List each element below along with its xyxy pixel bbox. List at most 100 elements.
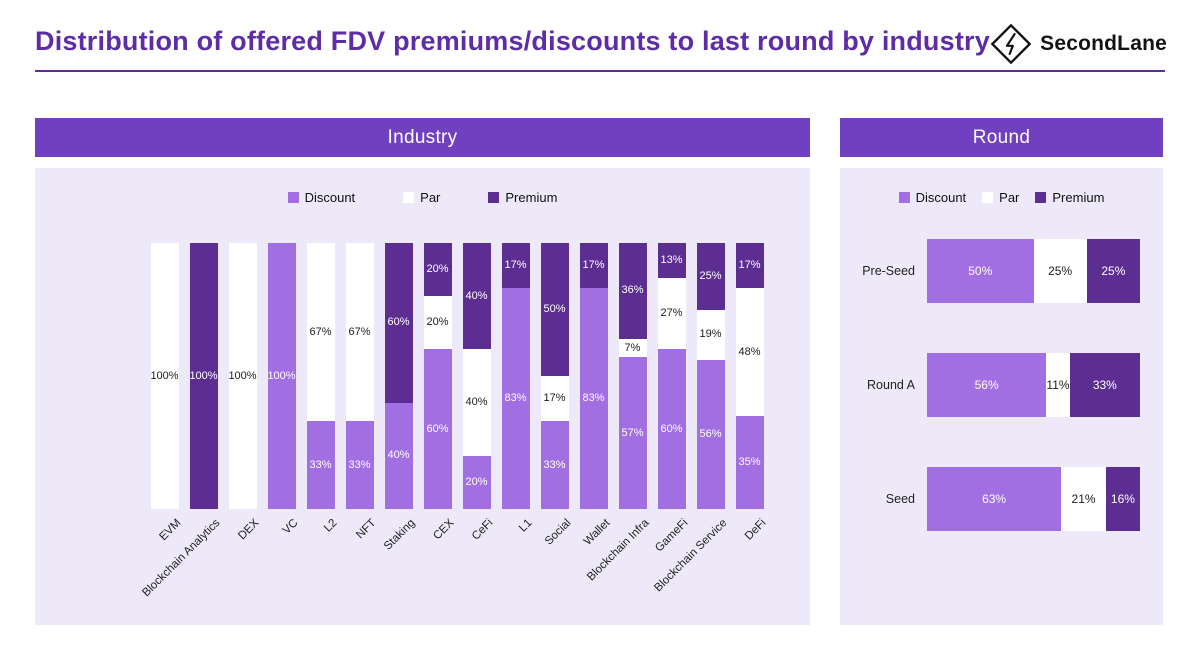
discount-segment: 63%: [927, 467, 1062, 531]
industry-bar-column: 40% 60% Staking: [379, 243, 418, 553]
industry-bar-column: 100% EVM: [145, 243, 184, 543]
round-category-label: Pre-Seed: [862, 264, 915, 278]
stacked-bar: 100%: [189, 243, 218, 509]
industry-bar-column: 33% 67% L2: [301, 243, 340, 535]
par-segment: 25%: [1033, 239, 1087, 303]
segment-value-label: 27%: [660, 307, 683, 319]
premium-segment: 17%: [735, 243, 764, 289]
legend-item-premium: Premium: [488, 190, 557, 205]
stacked-bar: 100%: [228, 243, 257, 509]
par-segment: 19%: [696, 309, 725, 361]
segment-value-label: 7%: [624, 341, 641, 354]
stacked-bar: 33% 67%: [345, 243, 374, 509]
segment-value-label: 20%: [465, 475, 488, 488]
segment-value-label: 56%: [699, 428, 722, 441]
par-segment: 40%: [462, 349, 491, 456]
industry-panel: Discount Par Premium 100% EVM 100% Blockcha…: [35, 168, 810, 625]
segment-value-label: 25%: [699, 269, 722, 282]
round-panel: Discount Par Premium Pre-Seed 50% 25% 25% Ro…: [840, 168, 1163, 625]
stacked-bar: 33% 17% 50%: [540, 243, 569, 509]
premium-segment: 40%: [462, 243, 491, 350]
par-segment: 20%: [423, 296, 452, 350]
round-plot: Pre-Seed 50% 25% 25% Round A 56% 11% 33% Seed 63%…: [840, 239, 1163, 531]
par-segment: 100%: [228, 243, 257, 509]
segment-value-label: 83%: [504, 392, 527, 405]
round-legend: Discount Par Premium: [840, 190, 1163, 205]
industry-section: Industry Discount Par Premium 100% EVM 100…: [35, 118, 810, 625]
par-segment: 11%: [1046, 353, 1070, 417]
premium-segment: 25%: [1086, 239, 1140, 303]
par-segment: 7%: [618, 338, 647, 358]
segment-value-label: 21%: [1071, 492, 1096, 506]
segment-value-label: 63%: [982, 492, 1007, 506]
premium-segment: 100%: [189, 243, 218, 509]
discount-segment: 56%: [696, 360, 725, 509]
legend-label-discount: Discount: [915, 190, 967, 205]
stacked-bar: 60% 27% 13%: [657, 243, 686, 509]
stacked-bar: 56% 11% 33%: [927, 353, 1140, 417]
premium-segment: 33%: [1069, 353, 1140, 417]
discount-segment: 50%: [927, 239, 1034, 303]
segment-value-label: 20%: [426, 316, 449, 329]
round-panel-header: Round: [840, 118, 1163, 157]
segment-value-label: 48%: [738, 345, 761, 358]
segment-value-label: 56%: [974, 378, 999, 392]
stacked-bar: 56% 19% 25%: [696, 243, 725, 509]
premium-swatch-icon: [1035, 192, 1047, 203]
industry-plot: 100% EVM 100% Blockchain Analytics 100% DEX 10…: [35, 243, 810, 599]
round-bar-row: Round A 56% 11% 33%: [854, 353, 1140, 417]
stacked-bar: 100%: [267, 243, 296, 509]
par-segment: 27%: [657, 277, 686, 350]
industry-panel-header: Industry: [35, 118, 810, 157]
segment-value-label: 100%: [150, 369, 179, 382]
industry-bar-column: 33% 17% 50% Social: [535, 243, 574, 548]
segment-value-label: 33%: [543, 458, 566, 471]
segment-value-label: 17%: [738, 259, 761, 272]
par-swatch-icon: [403, 192, 415, 203]
segment-value-label: 100%: [267, 369, 296, 382]
segment-value-label: 13%: [660, 253, 683, 266]
legend-item-par: Par: [982, 190, 1019, 205]
segment-value-label: 50%: [968, 264, 993, 278]
industry-bar-column: 100% DEX: [223, 243, 262, 542]
segment-value-label: 60%: [387, 316, 410, 329]
stacked-bar: 63% 21% 16%: [927, 467, 1140, 531]
par-swatch-icon: [982, 192, 994, 203]
industry-legend: Discount Par Premium: [35, 190, 810, 205]
segment-value-label: 60%: [660, 422, 683, 435]
discount-segment: 33%: [306, 421, 335, 509]
segment-value-label: 33%: [1092, 378, 1117, 392]
premium-segment: 17%: [501, 243, 530, 289]
discount-segment: 33%: [345, 421, 374, 509]
stacked-bar: 83% 17%: [579, 243, 608, 509]
discount-segment: 83%: [501, 288, 530, 509]
discount-segment: 57%: [618, 357, 647, 509]
segment-value-label: 40%: [387, 449, 410, 462]
segment-value-label: 20%: [426, 263, 449, 276]
segment-value-label: 16%: [1110, 492, 1135, 506]
industry-bar-column: 83% 17% L1: [496, 243, 535, 535]
discount-segment: 35%: [735, 415, 764, 509]
segment-value-label: 35%: [738, 455, 761, 468]
segment-value-label: 33%: [309, 458, 332, 471]
segment-value-label: 25%: [1048, 264, 1073, 278]
par-segment: 67%: [306, 243, 335, 422]
discount-segment: 20%: [462, 455, 491, 509]
segment-value-label: 83%: [582, 392, 605, 405]
par-segment: 48%: [735, 288, 764, 416]
segment-value-label: 17%: [543, 392, 566, 405]
segment-value-label: 17%: [582, 259, 605, 272]
segment-value-label: 40%: [465, 289, 488, 302]
stacked-bar: 57% 7% 36%: [618, 243, 647, 509]
premium-segment: 13%: [657, 243, 686, 278]
round-bar-row: Pre-Seed 50% 25% 25%: [854, 239, 1140, 303]
segment-value-label: 17%: [504, 259, 527, 272]
premium-swatch-icon: [488, 192, 500, 203]
title-divider: [35, 70, 1165, 72]
segment-value-label: 25%: [1101, 264, 1126, 278]
brand-name: SecondLane: [1040, 32, 1167, 55]
industry-bar-column: 57% 7% 36% Blockchain Infra: [585, 243, 652, 583]
premium-segment: 60%: [384, 243, 413, 403]
legend-label-par: Par: [999, 190, 1020, 205]
par-segment: 17%: [540, 376, 569, 422]
